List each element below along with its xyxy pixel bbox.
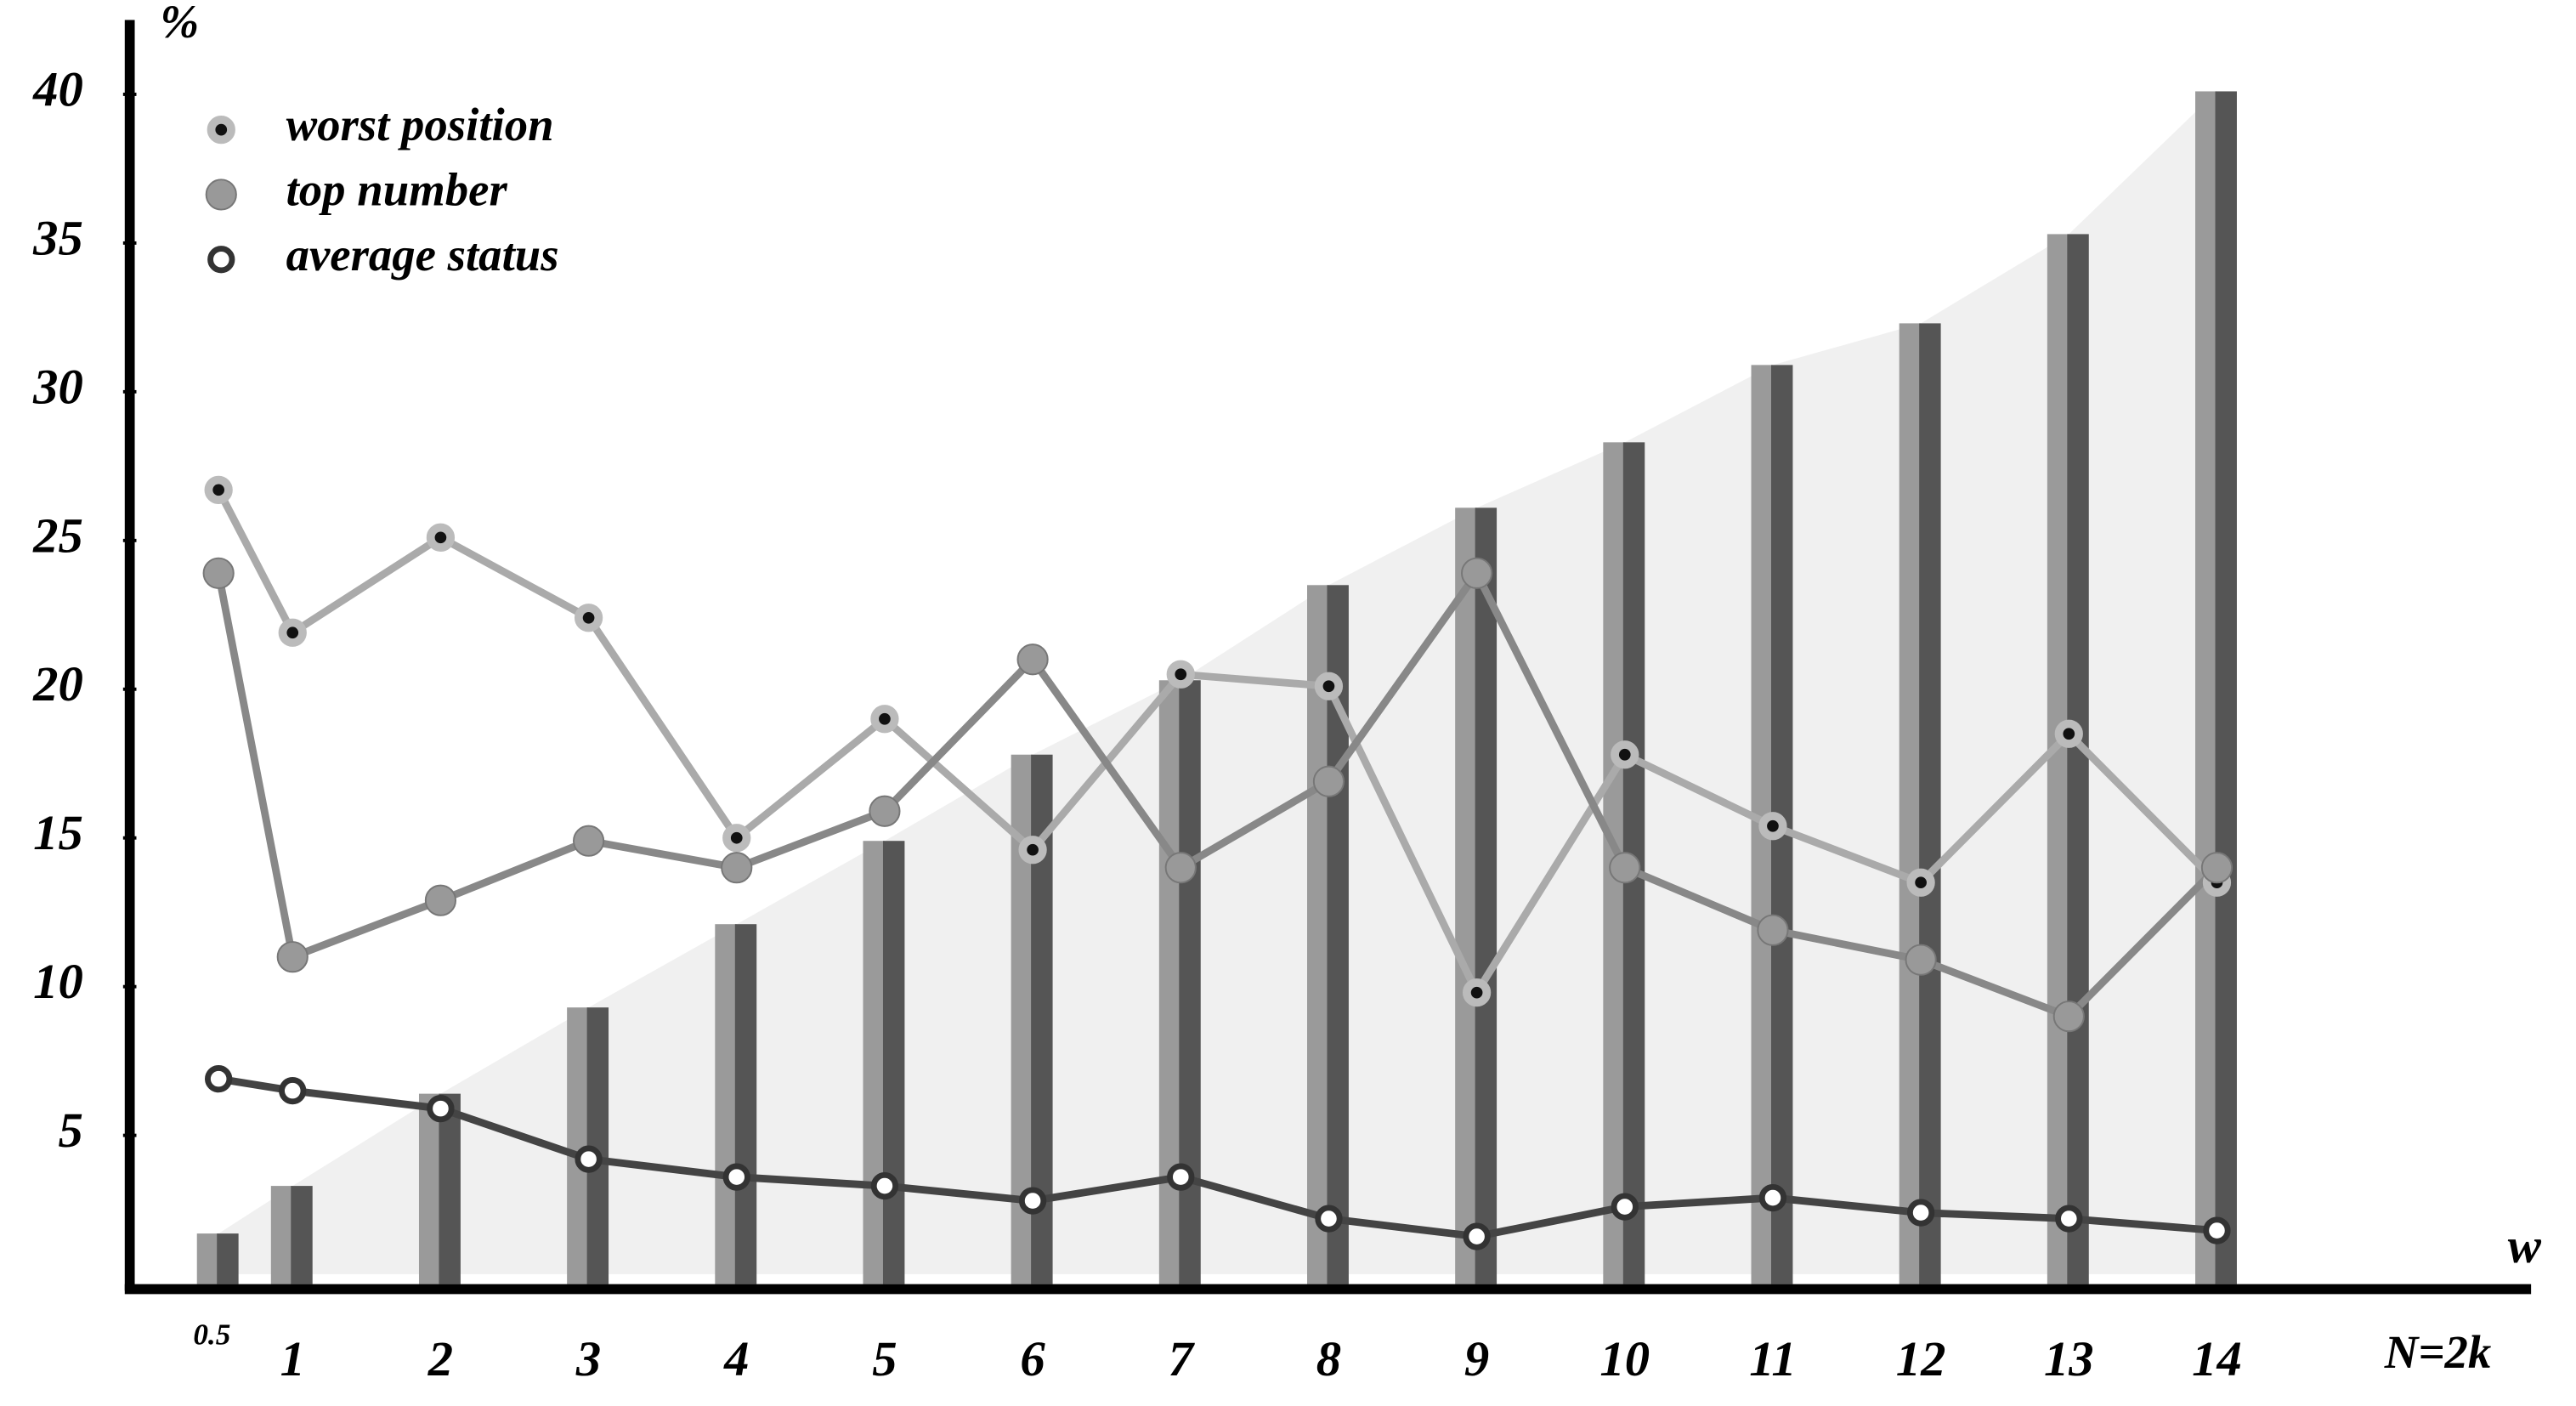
x-tick-label: 12 [1896, 1331, 1946, 1386]
legend-label: top number [286, 164, 508, 216]
y-tick-label: 15 [33, 805, 83, 860]
point [1905, 944, 1937, 976]
point [2054, 719, 2083, 748]
y-tick-label: 20 [32, 656, 83, 712]
x-note: N=2k [2384, 1326, 2492, 1378]
x-tick-label: 10 [1599, 1331, 1650, 1386]
point [574, 604, 603, 632]
point [1461, 557, 1493, 589]
legend-label: worst position [286, 99, 554, 150]
point [2200, 852, 2233, 884]
point [1757, 914, 1789, 946]
x-tick-label: 11 [1749, 1331, 1796, 1386]
point [427, 1094, 455, 1123]
point [1611, 1193, 1639, 1221]
point [205, 1064, 233, 1093]
point [1906, 1199, 1935, 1227]
legend-marker [207, 115, 235, 145]
bar [196, 1233, 219, 1284]
legend-marker [205, 179, 237, 211]
point [1164, 852, 1197, 884]
x-tick-label: 4 [723, 1331, 749, 1386]
bar-shade [882, 841, 905, 1284]
y-tick-label: 30 [32, 359, 83, 414]
point [572, 825, 605, 857]
point [204, 475, 233, 504]
point [426, 523, 456, 552]
point [1462, 978, 1492, 1007]
point [1906, 868, 1935, 897]
point [1167, 1163, 1195, 1191]
x-axis-label: w [2508, 1218, 2542, 1273]
y-tick-label: 10 [33, 954, 83, 1009]
point [1018, 836, 1047, 865]
point [1463, 1222, 1491, 1250]
bar [2195, 91, 2217, 1284]
legend-label: average status [286, 229, 559, 281]
bar-shade [1475, 507, 1497, 1284]
x-tick-label: 14 [2192, 1331, 2242, 1386]
x-tick-label: 7 [1169, 1331, 1196, 1386]
point [2055, 1205, 2083, 1233]
x-tick-label: 9 [1464, 1331, 1489, 1386]
y-tick-label: 40 [32, 61, 83, 116]
point [1312, 765, 1345, 797]
bar-shade [1179, 680, 1201, 1284]
bar [567, 1007, 589, 1284]
bar-shade [2067, 234, 2089, 1284]
y-axis-label: % [161, 0, 200, 48]
point [1315, 1205, 1343, 1233]
point [279, 1076, 307, 1105]
point [1758, 812, 1787, 841]
point [870, 705, 899, 734]
point [1314, 672, 1344, 700]
point [2203, 1216, 2231, 1244]
point [2052, 1001, 2085, 1033]
point [1609, 852, 1641, 884]
point [278, 618, 307, 647]
bar [418, 1093, 441, 1284]
point [575, 1145, 603, 1173]
point [1166, 660, 1195, 689]
point [870, 1171, 899, 1200]
point [722, 1163, 750, 1191]
x-tick-label: 3 [575, 1331, 601, 1386]
point [1018, 1187, 1047, 1215]
point [202, 557, 235, 589]
legend-marker [207, 246, 235, 274]
bar-shade [1919, 323, 1941, 1284]
y-tick-label: 25 [32, 507, 83, 563]
x-tick-label: 13 [2044, 1331, 2094, 1386]
bar-shade [734, 924, 757, 1284]
bar-shade [439, 1093, 461, 1284]
bar-shade [291, 1186, 313, 1284]
point [721, 852, 753, 884]
x-tick-label: 2 [427, 1331, 453, 1386]
bar [863, 841, 885, 1284]
point [1611, 740, 1639, 769]
point [276, 941, 309, 973]
point [424, 884, 457, 916]
bar [270, 1186, 293, 1284]
x-tick-label: 0.5 [193, 1318, 230, 1351]
x-tick-label: 8 [1316, 1331, 1341, 1386]
x-tick-label: 5 [872, 1331, 897, 1386]
bar [1899, 323, 1922, 1284]
point [869, 795, 901, 827]
bar [2047, 234, 2069, 1284]
bar [1455, 507, 1477, 1284]
bar-shade [217, 1233, 239, 1284]
point [1016, 643, 1049, 676]
bar-shade [2215, 91, 2237, 1284]
bar [1158, 680, 1181, 1284]
bar [1307, 585, 1329, 1284]
x-tick-label: 6 [1020, 1331, 1045, 1386]
y-tick-label: 5 [59, 1103, 83, 1158]
y-tick-label: 35 [32, 210, 83, 265]
bar [715, 924, 737, 1284]
point [722, 824, 751, 853]
x-tick-label: 1 [280, 1331, 305, 1386]
point [1758, 1183, 1787, 1212]
